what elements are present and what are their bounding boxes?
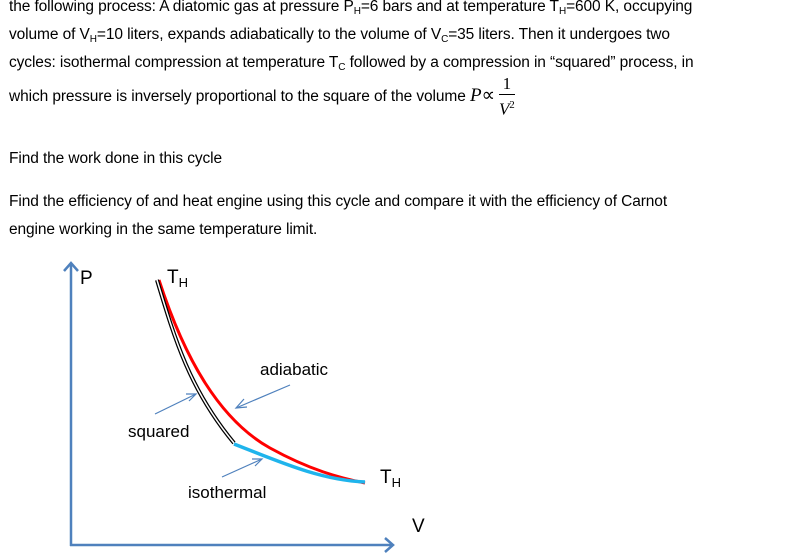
top-temp-label: TH: [167, 267, 188, 290]
v-axis-label: V: [412, 516, 425, 537]
problem-line-1: the following process: A diatomic gas at…: [9, 0, 693, 17]
isothermal-label: isothermal: [188, 483, 266, 502]
question-efficiency-1: Find the efficiency of and heat engine u…: [9, 193, 668, 210]
right-temp-label: TH: [380, 467, 401, 490]
isothermal-curve: [233, 442, 366, 484]
question-efficiency-2: engine working in the same temperature l…: [9, 221, 318, 238]
p-axis-label: P: [80, 268, 93, 289]
formula-fraction: 1 V2: [498, 74, 515, 119]
isothermal-arrow: [221, 458, 264, 478]
formula-p: P: [469, 84, 482, 106]
squared-arrow: [154, 393, 198, 415]
problem-line-4: which pressure is inversely proportional…: [9, 74, 515, 119]
adiabatic-arrow: [234, 384, 291, 409]
adiabatic-label: adiabatic: [260, 360, 329, 379]
adiabatic-curve: [157, 279, 366, 485]
squared-label: squared: [128, 422, 189, 441]
problem-line-3: cycles: isothermal compression at temper…: [9, 54, 694, 73]
question-work: Find the work done in this cycle: [9, 150, 223, 167]
p-axis: [63, 261, 79, 546]
problem-line-2: volume of VH=10 liters, expands adiabati…: [9, 26, 670, 45]
v-axis: [70, 537, 395, 553]
